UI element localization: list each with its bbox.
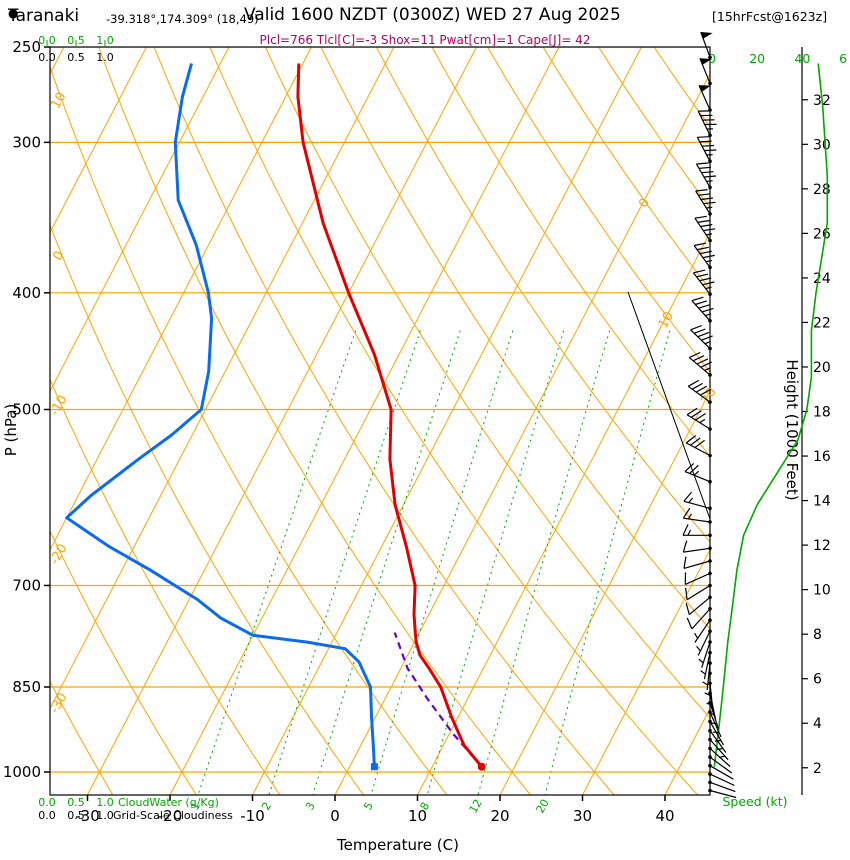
profiles xyxy=(65,63,483,768)
isotherm-label: 10 xyxy=(656,309,677,331)
cloudiness-scale-top: 1.0 xyxy=(96,51,114,64)
height-tick-label: 28 xyxy=(813,182,831,198)
height-tick-label: 26 xyxy=(813,226,831,242)
pressure-tick-label: 250 xyxy=(12,38,41,56)
pressure-tick-label: 300 xyxy=(12,133,41,151)
wind-barbs xyxy=(682,31,737,799)
cloudiness-scale-bottom: 0.5 xyxy=(67,809,85,822)
temp-tick-label: 40 xyxy=(655,807,674,825)
height-tick-label: 6 xyxy=(813,672,822,688)
dry-adiabat-label: -20 xyxy=(47,542,71,568)
height-tick-label: 2 xyxy=(813,761,822,777)
valid-time: Valid 1600 NZDT (0300Z) WED 27 Aug 2025 xyxy=(244,5,621,25)
mixing-ratio-label: 20 xyxy=(534,797,552,816)
dry-adiabat-label: -30 xyxy=(47,690,71,716)
temp-tick-label: -30 xyxy=(75,807,100,825)
wind-speed-curve xyxy=(713,63,829,767)
cloudwater-scale-bottom: 1.0 xyxy=(96,796,114,809)
temp-tick-label: 20 xyxy=(490,807,509,825)
dry-adiabat-label: 0 xyxy=(50,249,67,264)
cloudiness-label: Grid-Scale Cloudiness xyxy=(113,809,233,822)
speed-tick-label: 40 xyxy=(794,51,810,66)
surface-dewpoint-marker xyxy=(370,763,378,771)
station-bullet-icon: ● xyxy=(8,6,19,20)
station-name: Taranaki xyxy=(8,6,80,26)
pressure-tick-label: 700 xyxy=(12,576,41,594)
height-tick-label: 20 xyxy=(813,360,831,376)
height-tick-label: 4 xyxy=(813,716,822,732)
sounding-params: Plcl=766 Tlcl[C]=-3 Shox=11 Pwat[cm]=1 C… xyxy=(259,33,591,47)
height-tick-label: 24 xyxy=(813,271,831,287)
height-axis-label: Height (1000 Feet) xyxy=(783,359,801,500)
height-tick-label: 12 xyxy=(813,538,831,554)
parcel-path xyxy=(393,632,483,768)
temperature-curve xyxy=(296,63,483,768)
dry-adiabat-label: 10 xyxy=(48,90,69,112)
pressure-tick-label: 850 xyxy=(12,678,41,696)
height-tick-label: 14 xyxy=(813,494,831,510)
pressure-tick-label: 400 xyxy=(12,284,41,302)
height-tick-label: 10 xyxy=(813,583,831,599)
temp-tick-label: 0 xyxy=(330,807,340,825)
station-coords: -39.318°,174.309° (18,49) xyxy=(106,12,259,26)
cloudwater-scale-bottom: 0.0 xyxy=(38,796,56,809)
speed-tick-label: 20 xyxy=(749,51,765,66)
height-tick-label: 16 xyxy=(813,449,831,465)
temp-tick-label: -10 xyxy=(240,807,265,825)
temperature-axis-label: Temperature (C) xyxy=(336,836,459,854)
temp-tick-label: 30 xyxy=(573,807,592,825)
mixing-ratio-label: 3 xyxy=(303,800,318,813)
isotherm-label: 0 xyxy=(636,196,653,211)
isotherm-label: 20 xyxy=(699,385,720,407)
dry-adiabat-label: -10 xyxy=(47,393,71,419)
plot-frame xyxy=(49,46,711,796)
mixing-ratio-label: 5 xyxy=(361,800,376,813)
cloudwater-scale-bottom: 0.5 xyxy=(67,796,85,809)
speed-tick-label: 6 xyxy=(839,51,847,66)
pressure-tick-label: 1000 xyxy=(3,763,41,781)
speed-axis-label: Speed (kt) xyxy=(722,794,787,809)
dewpoint-curve xyxy=(65,63,376,767)
skewt-grid xyxy=(50,47,710,795)
temp-tick-label: -20 xyxy=(158,807,183,825)
cloudiness-scale-bottom: 0.0 xyxy=(38,809,56,822)
surface-temp-marker xyxy=(477,762,486,771)
mixing-ratio-label: 12 xyxy=(467,797,485,816)
height-tick-label: 18 xyxy=(813,405,831,421)
pressure-tick-label: 500 xyxy=(12,401,41,419)
temp-tick-label: 10 xyxy=(408,807,427,825)
forecast-tag: [15hrFcst@1623z] xyxy=(712,9,828,24)
cloudiness-scale-top: 0.5 xyxy=(67,51,85,64)
cloudwater-label: CloudWater (g/Kg) xyxy=(118,796,219,809)
cloudiness-scale-bottom: 1.0 xyxy=(96,809,114,822)
aux-diagonal-line xyxy=(627,291,711,520)
height-tick-label: 22 xyxy=(813,315,831,331)
height-tick-label: 30 xyxy=(813,137,831,153)
pressure-axis-label: P (hPa) xyxy=(2,404,20,457)
cloudiness-scale-top: 0.0 xyxy=(38,51,56,64)
speed-tick-label: 0 xyxy=(708,51,716,66)
height-tick-label: 8 xyxy=(813,627,822,643)
